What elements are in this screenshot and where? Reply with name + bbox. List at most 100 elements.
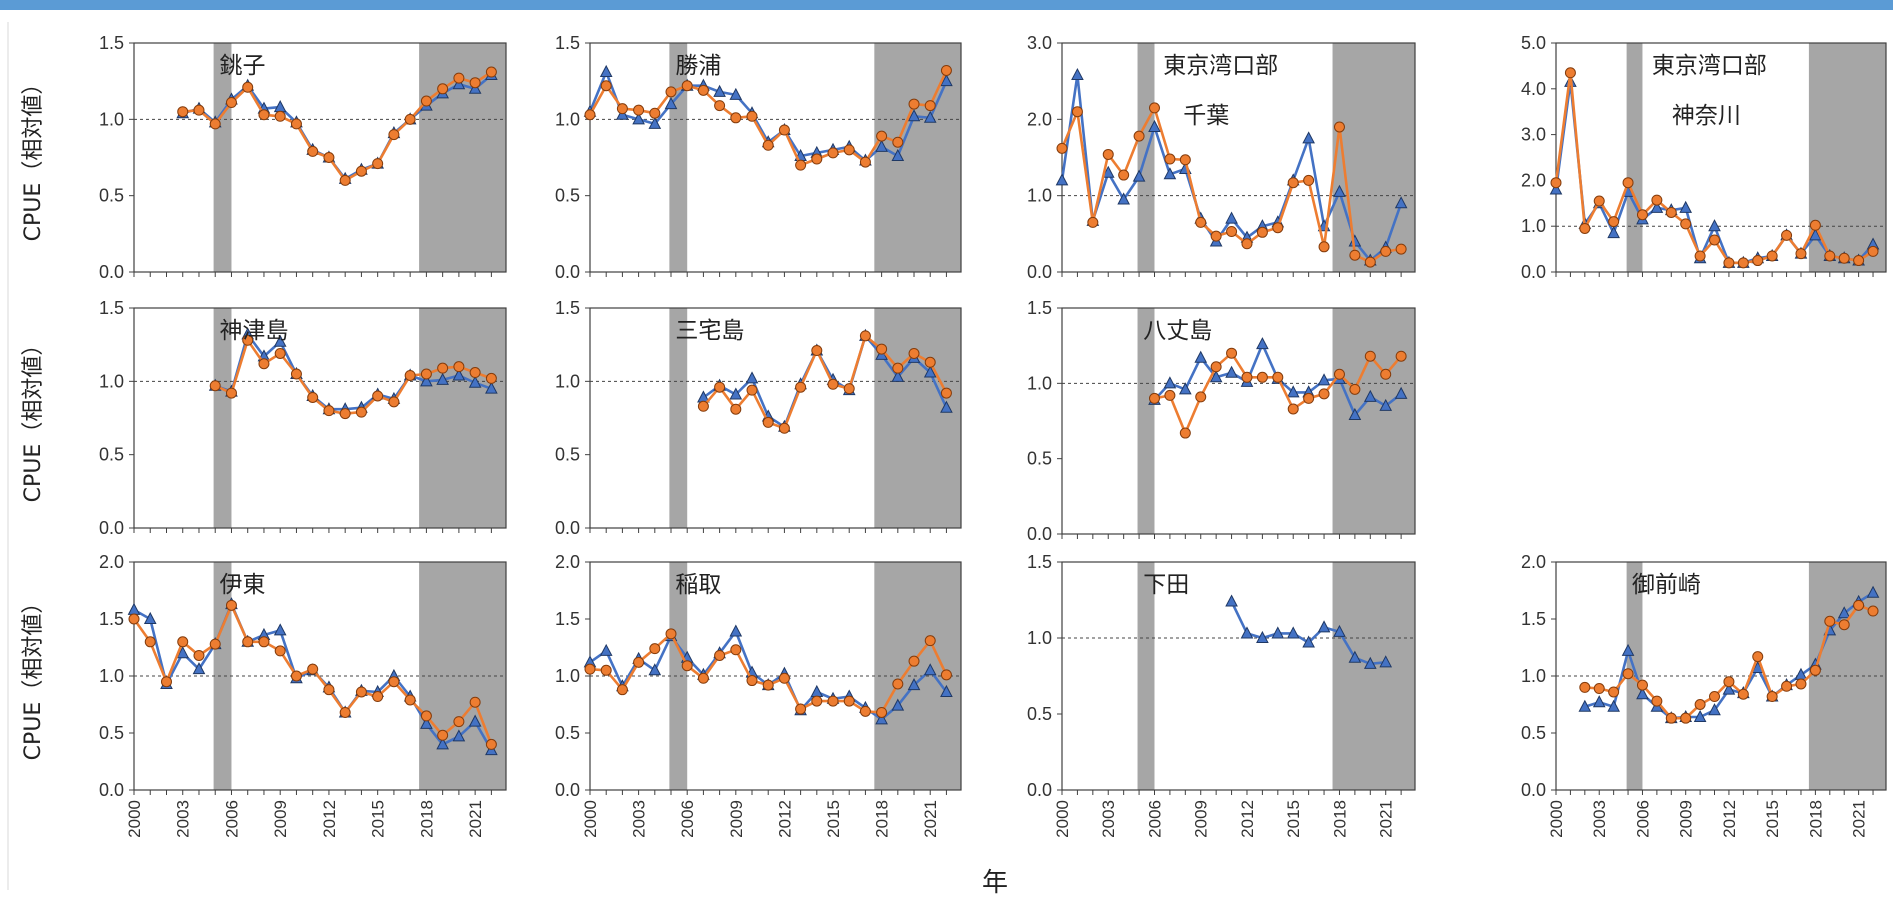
data-point-circle [762,679,774,691]
chart-panel-4: 0.0 0.5 1.0 1.5 神津島 [99,298,507,538]
y-tick-label: 2.0 [555,552,580,572]
y-tick-label: 0.5 [99,186,124,206]
data-point-circle [940,669,952,681]
data-point-circle [778,672,790,684]
y-tick-label: 0.5 [99,445,124,465]
data-point-circle [859,705,871,717]
data-point-circle [1318,388,1330,400]
data-point-circle [1087,216,1099,228]
shade-band [1137,562,1155,790]
shade-band [419,562,506,790]
data-point-triangle [891,148,905,161]
data-point-circle [242,636,254,648]
data-point-triangle [1286,626,1300,639]
panel-title: 銚子 [220,53,266,79]
x-tick-label: 2012 [320,800,339,838]
data-point-circle [274,645,286,657]
data-point-circle [1651,194,1663,206]
data-point-circle [323,152,335,163]
panel-subtitle: 神奈川 [1672,103,1741,129]
data-point-triangle [1607,225,1620,239]
data-point-circle [1056,142,1068,154]
y-tick-label: 2.0 [99,552,124,572]
data-point-triangle [1636,687,1649,700]
data-point-circle [437,729,449,741]
data-point-circle [1665,206,1677,218]
x-tick-label: 2021 [1377,800,1396,838]
x-tick-label: 2000 [1547,800,1566,838]
y-tick-label: 1.5 [1027,298,1052,318]
panel-title: 下田 [1143,572,1189,598]
data-point-circle [1195,216,1207,228]
y-tick-label: 1.0 [1027,628,1052,648]
data-point-circle [908,655,920,667]
data-point-circle [649,107,661,119]
data-point-circle [453,716,465,728]
data-point-circle [1272,222,1284,234]
x-tick-label: 2009 [1192,800,1211,838]
data-point-triangle [420,374,433,387]
data-point-circle [1550,177,1562,189]
data-point-circle [1226,226,1238,238]
x-tick-label: 2006 [222,800,241,838]
data-point-circle [1148,392,1160,404]
data-point-circle [274,110,286,122]
data-point-circle [1809,219,1821,231]
y-tick-label: 1.5 [555,33,580,53]
data-point-triangle [664,96,678,110]
data-point-circle [1226,347,1238,359]
data-point-circle [1838,619,1850,631]
panel-title: 御前崎 [1632,572,1701,598]
panel-title: 稲取 [675,572,721,598]
data-point-circle [843,144,855,156]
data-point-circle [1593,195,1605,207]
y-tick-label: 0.5 [555,445,580,465]
data-point-circle [714,100,726,112]
x-tick-label: 2003 [630,800,649,838]
y-tick-label: 1.0 [1027,373,1052,393]
data-point-circle [714,649,726,661]
data-point-circle [1651,695,1663,707]
y-tick-label: 1.0 [555,371,580,391]
data-point-triangle [1333,624,1346,637]
data-point-triangle [729,387,743,400]
data-point-circle [420,710,432,722]
shade-band [1332,43,1415,272]
data-point-circle [1303,174,1315,186]
data-point-circle [1853,255,1865,267]
y-tick-label: 0.0 [1027,524,1052,544]
data-point-circle [1395,350,1407,362]
data-point-triangle [1194,350,1208,363]
data-point-triangle [176,646,190,659]
panel-title: 伊東 [220,572,266,598]
data-point-circle [1723,676,1735,688]
data-point-triangle [1209,370,1223,383]
data-point-triangle [1333,184,1346,197]
y-tick-label: 1.5 [555,609,580,629]
x-tick-label: 2012 [775,800,794,838]
data-point-circle [307,663,319,675]
x-tick-label: 2000 [1053,800,1072,838]
data-point-circle [290,118,302,130]
data-point-circle [1395,243,1407,255]
data-point-triangle [1225,365,1238,378]
data-point-circle [1608,216,1620,228]
data-point-triangle [1650,200,1664,213]
data-point-triangle [1379,655,1393,668]
data-point-circle [892,136,904,148]
x-tick-label: 2018 [1330,800,1349,838]
data-point-triangle [1363,656,1377,669]
data-point-circle [258,109,270,121]
data-point-triangle [1225,594,1238,607]
x-tick-label: 2003 [1590,800,1609,838]
data-point-circle [633,104,645,116]
data-point-circle [1564,67,1576,79]
data-point-circle [404,694,416,706]
x-tick-label: 2018 [873,800,892,838]
y-tick-label: 2.0 [1027,109,1052,129]
data-point-circle [876,343,888,355]
y-tick-label: 0.0 [555,518,580,538]
data-point-circle [1380,368,1392,380]
data-point-triangle [1708,219,1721,232]
data-point-circle [160,676,172,688]
